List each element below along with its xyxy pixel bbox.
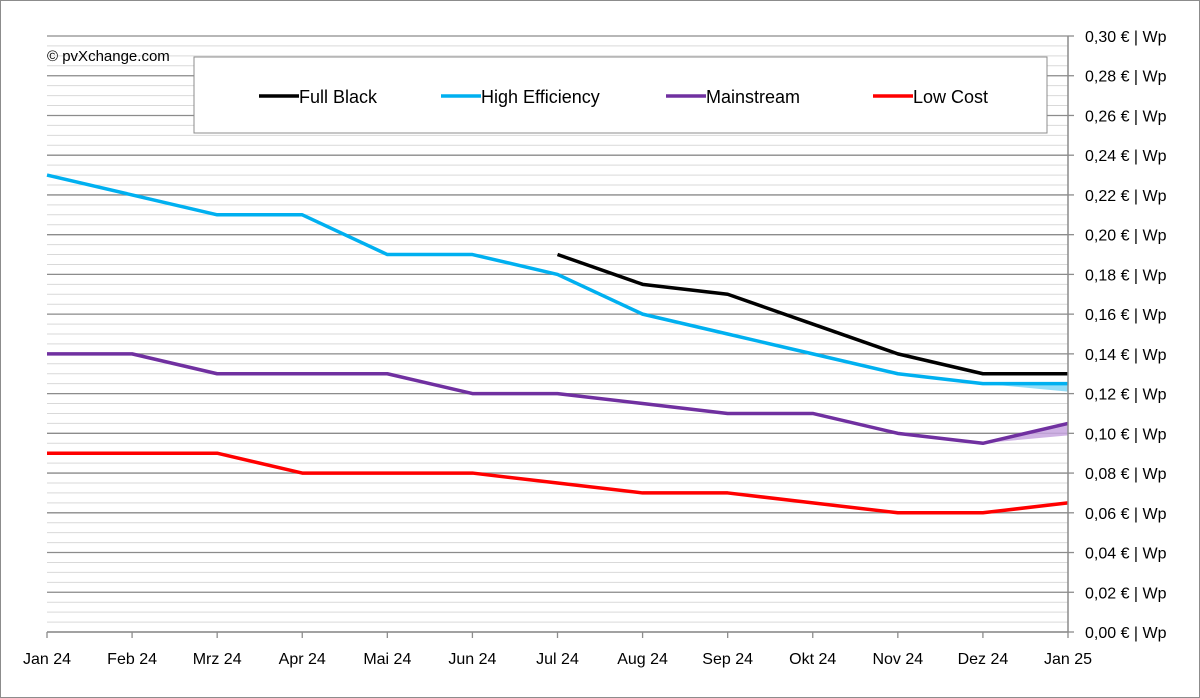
y-tick-label: 0,12 € | Wp <box>1085 387 1167 404</box>
axes <box>46 35 1074 638</box>
y-tick-label: 0,16 € | Wp <box>1085 307 1167 324</box>
legend-item: High Efficiency <box>441 87 600 107</box>
legend-item: Full Black <box>259 87 378 107</box>
range-band-high-efficiency <box>982 383 1068 392</box>
series-lines <box>46 173 1069 515</box>
x-tick-label: Dez 24 <box>958 651 1009 668</box>
series-line-high-efficiency <box>46 173 1068 386</box>
legend-label: Low Cost <box>913 87 988 107</box>
x-tick-label: Feb 24 <box>107 651 157 668</box>
x-tick-label: Mai 24 <box>363 651 411 668</box>
y-tick-label: 0,08 € | Wp <box>1085 466 1167 483</box>
x-tick-label: Apr 24 <box>279 651 326 668</box>
x-tick-label: Jul 24 <box>536 651 579 668</box>
y-tick-label: 0,00 € | Wp <box>1085 625 1167 642</box>
x-tick-label: Mrz 24 <box>193 651 242 668</box>
x-tick-label: Jan 24 <box>23 651 71 668</box>
x-tick-label: Nov 24 <box>872 651 923 668</box>
legend-item: Mainstream <box>666 87 800 107</box>
legend: Full Black High Efficiency Mainstream Low C… <box>193 56 1048 134</box>
x-tick-labels: Jan 24 Feb 24 Mrz 24 Apr 24 Mai 24 Jun 24 Jul … <box>23 651 1092 668</box>
y-tick-label: 0,30 € | Wp <box>1085 29 1167 46</box>
y-tick-labels: 0,00 € | Wp 0,02 € | Wp 0,04 € | Wp 0,06 € … <box>1085 29 1167 642</box>
x-tick-label: Sep 24 <box>702 651 753 668</box>
y-tick-label: 0,02 € | Wp <box>1085 585 1167 602</box>
y-tick-label: 0,28 € | Wp <box>1085 69 1167 86</box>
y-tick-label: 0,20 € | Wp <box>1085 228 1167 245</box>
legend-label: High Efficiency <box>481 87 600 107</box>
y-tick-label: 0,26 € | Wp <box>1085 108 1167 125</box>
legend-label: Mainstream <box>706 87 800 107</box>
y-tick-label: 0,06 € | Wp <box>1085 506 1167 523</box>
y-tick-label: 0,22 € | Wp <box>1085 188 1167 205</box>
x-tick-label: Okt 24 <box>789 651 836 668</box>
y-tick-label: 0,04 € | Wp <box>1085 546 1167 563</box>
legend-item: Low Cost <box>873 87 988 107</box>
series-line-mainstream <box>47 352 1069 446</box>
x-tick-label: Jun 24 <box>448 651 496 668</box>
y-tick-label: 0,24 € | Wp <box>1085 148 1167 165</box>
series-line-low-cost <box>47 451 1069 515</box>
x-tick-label: Aug 24 <box>617 651 668 668</box>
y-tick-label: 0,10 € | Wp <box>1085 426 1167 443</box>
y-tick-label: 0,14 € | Wp <box>1085 347 1167 364</box>
legend-items: Full Black High Efficiency Mainstream Low C… <box>259 87 988 107</box>
legend-label: Full Black <box>299 87 378 107</box>
y-tick-label: 0,18 € | Wp <box>1085 267 1167 284</box>
series-line-full-black <box>556 252 1068 376</box>
x-tick-label: Jan 25 <box>1044 651 1092 668</box>
copyright-text: © pvXchange.com <box>47 48 170 65</box>
